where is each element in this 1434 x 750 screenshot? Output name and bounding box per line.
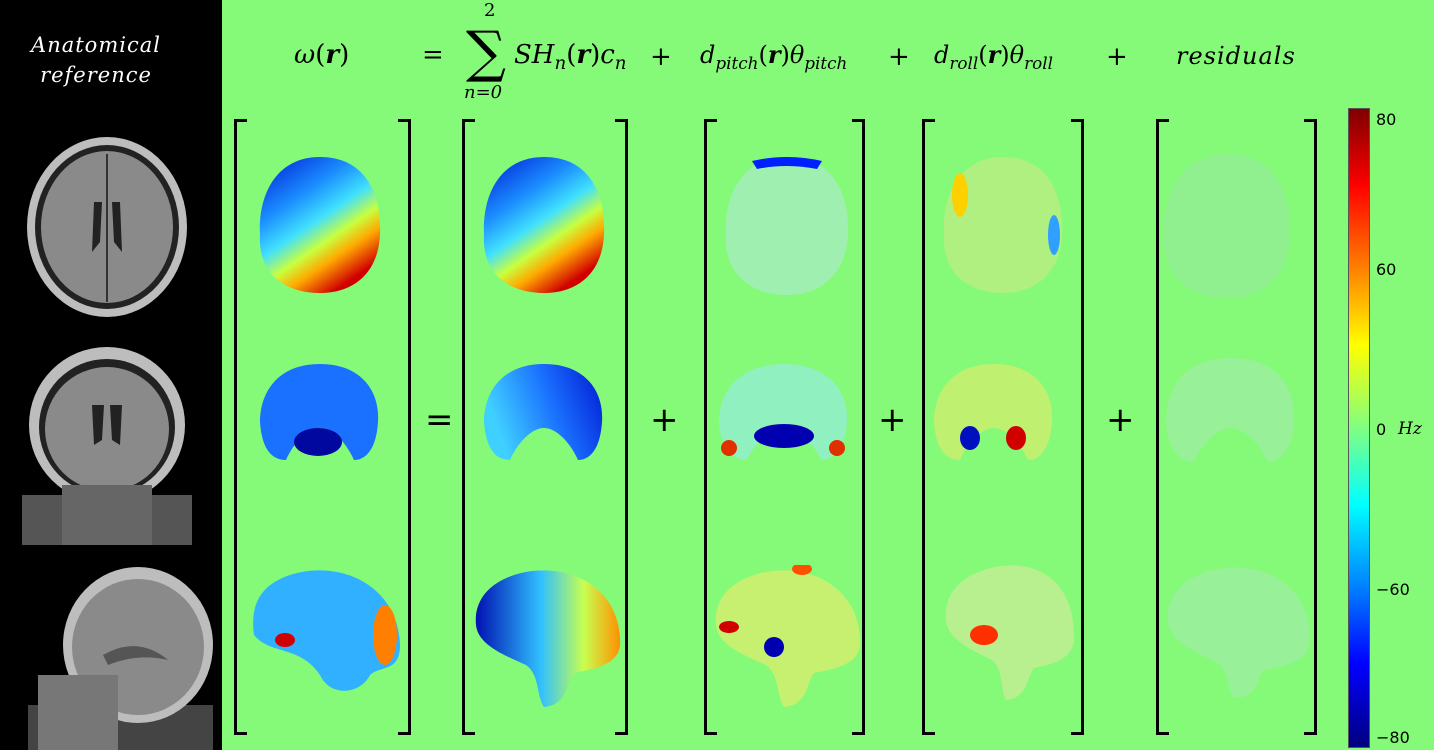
plus-header-1: + — [650, 42, 672, 72]
pitch-term: dpitch(r)θpitch — [700, 40, 848, 73]
colorbar-tick-60: 60 — [1376, 260, 1397, 279]
field-map-coronal-residual — [1166, 358, 1295, 462]
bracket-right-3 — [852, 119, 865, 735]
equals-sign-header: = — [422, 40, 444, 70]
field-map-coronal-roll — [934, 364, 1053, 460]
bracket-left-2 — [462, 119, 475, 735]
plus-sign-middle-3: + — [1106, 400, 1135, 440]
colorbar-tick-80: 80 — [1376, 110, 1397, 129]
colorbar — [1348, 108, 1370, 748]
decomposition-diagram: ω(r) = 2 ∑ n=0 SHn(r)cn + dpitch(r)θpitc… — [222, 0, 1434, 750]
equals-sign-middle: = — [425, 400, 454, 440]
field-map-axial-residual — [1163, 154, 1291, 298]
anatomical-reference-panel: Anatomical reference — [0, 0, 222, 750]
field-map-sagittal-residual — [1167, 567, 1311, 698]
bracket-right-1 — [398, 119, 411, 735]
field-map-axial-roll — [943, 157, 1063, 293]
sum-upper-limit: 2 — [484, 0, 496, 21]
field-map-axial-sh — [483, 157, 605, 293]
field-map-axial-total — [259, 157, 381, 293]
bracket-left-4 — [922, 119, 935, 735]
field-map-sagittal-total — [253, 570, 400, 691]
field-map-coronal-total — [260, 364, 379, 460]
axial-scan-image — [27, 137, 187, 317]
field-map-sagittal-pitch — [715, 565, 861, 707]
sum-symbol: ∑ — [466, 20, 506, 85]
colorbar-tick-0: 0 — [1376, 420, 1387, 439]
bracket-left-1 — [234, 119, 247, 735]
colorbar-tick-neg60: −60 — [1376, 580, 1410, 599]
coronal-scan-image — [22, 347, 192, 545]
plus-header-3: + — [1106, 42, 1128, 72]
field-map-coronal-sh — [484, 364, 603, 460]
sagittal-scan-image — [28, 567, 213, 750]
plus-sign-middle-1: + — [650, 400, 679, 440]
lhs-term: ω(r) — [294, 40, 350, 70]
anatomical-reference-title: Anatomical reference — [0, 30, 192, 90]
sh-term: SHn(r)cn — [514, 40, 627, 75]
field-map-sagittal-sh — [475, 570, 621, 707]
field-map-axial-pitch — [725, 157, 849, 295]
colorbar-unit: Hz — [1398, 419, 1422, 439]
plus-header-2: + — [888, 42, 910, 72]
roll-term: droll(r)θroll — [934, 40, 1053, 73]
residuals-term: residuals — [1176, 42, 1296, 70]
field-map-coronal-pitch — [719, 364, 848, 460]
colorbar-tick-neg80: −80 — [1376, 728, 1410, 747]
field-map-sagittal-roll — [945, 565, 1075, 700]
title-line-2: reference — [40, 63, 152, 87]
bracket-right-5 — [1304, 119, 1317, 735]
title-line-1: Anatomical — [31, 33, 161, 57]
bracket-right-4 — [1071, 119, 1084, 735]
sum-lower-limit: n=0 — [464, 82, 503, 103]
bracket-left-3 — [704, 119, 717, 735]
bracket-right-2 — [615, 119, 628, 735]
bracket-left-5 — [1156, 119, 1169, 735]
plus-sign-middle-2: + — [878, 400, 907, 440]
